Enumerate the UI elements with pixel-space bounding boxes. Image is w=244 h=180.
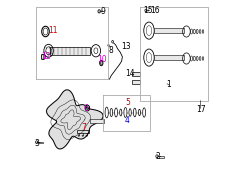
- Bar: [50, 47, 90, 55]
- Bar: [132, 72, 140, 76]
- Text: 7: 7: [81, 123, 86, 132]
- Bar: [100, 11, 102, 12]
- Bar: [154, 28, 184, 33]
- Bar: [147, 10, 149, 11]
- Text: 4: 4: [125, 116, 130, 125]
- Text: 16: 16: [151, 6, 160, 15]
- Text: 10: 10: [97, 55, 107, 64]
- Text: 12: 12: [41, 52, 50, 61]
- Bar: [132, 80, 140, 84]
- Bar: [41, 54, 43, 59]
- Text: 15: 15: [143, 6, 153, 15]
- Text: 9: 9: [101, 7, 106, 16]
- Text: 3: 3: [34, 139, 39, 148]
- Bar: [90, 119, 104, 123]
- Text: 11: 11: [48, 26, 57, 35]
- Polygon shape: [47, 90, 103, 149]
- Text: 13: 13: [121, 42, 130, 51]
- Text: 8: 8: [109, 46, 113, 55]
- Bar: [39, 142, 43, 143]
- Text: 5: 5: [125, 98, 130, 107]
- Bar: [77, 130, 89, 133]
- Bar: [154, 55, 184, 60]
- Bar: [159, 156, 164, 158]
- Text: 17: 17: [196, 105, 206, 114]
- Text: 14: 14: [125, 69, 135, 78]
- Text: 2: 2: [156, 152, 160, 161]
- Text: 1: 1: [166, 80, 171, 89]
- Text: 6: 6: [83, 103, 88, 112]
